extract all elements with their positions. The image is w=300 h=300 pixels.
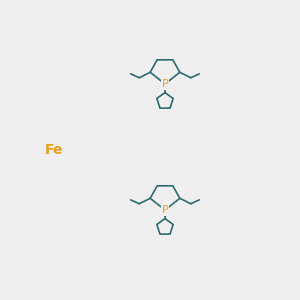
Text: P: P: [162, 205, 168, 215]
Text: P: P: [162, 79, 168, 89]
Text: Fe: Fe: [45, 143, 63, 157]
